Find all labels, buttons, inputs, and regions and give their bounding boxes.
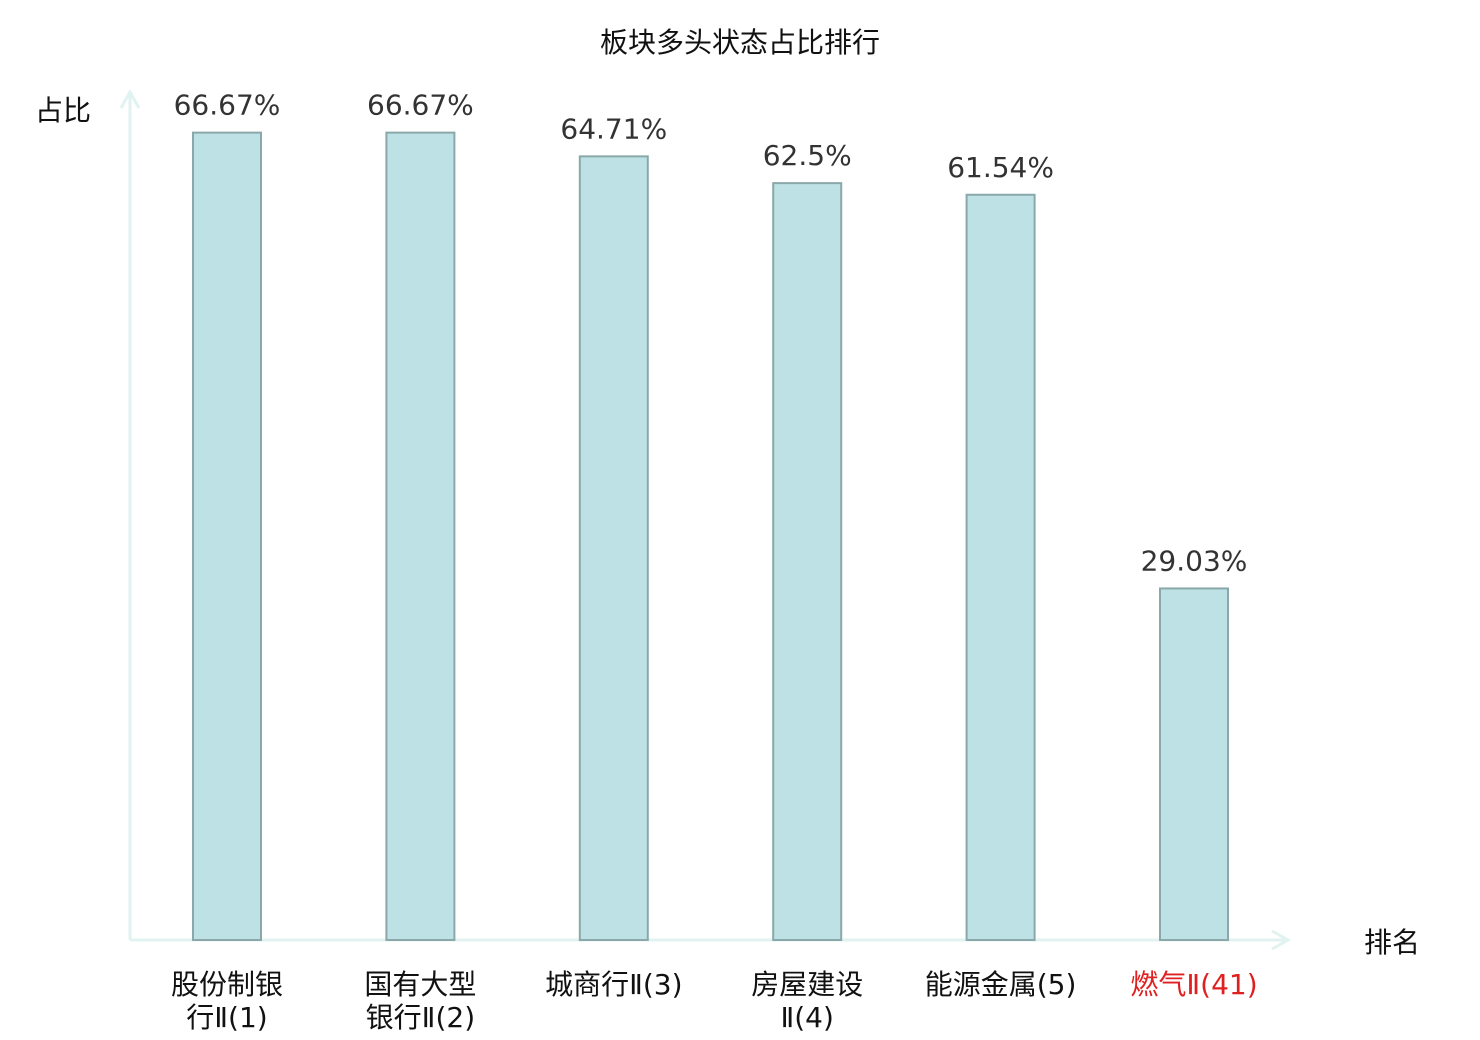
x-tick-label: 国有大型 — [364, 968, 476, 1001]
x-tick-label: 房屋建设 — [751, 968, 863, 1001]
x-axis-arrow — [1271, 929, 1292, 951]
chart-title: 板块多头状态占比排行 — [600, 26, 880, 59]
bar — [385, 131, 456, 942]
bars — [192, 131, 1229, 942]
value-label: 62.5% — [763, 139, 852, 172]
y-axis-label: 占比 — [35, 94, 91, 127]
value-label: 29.03% — [1141, 544, 1248, 577]
x-tick-label: 城商行Ⅱ(3) — [545, 968, 682, 1001]
x-tick-label: 能源金属(5) — [925, 968, 1077, 1001]
value-label: 66.67% — [174, 89, 281, 122]
axes — [119, 88, 1292, 951]
bar — [772, 182, 843, 941]
value-label: 61.54% — [947, 151, 1054, 184]
value-labels: 66.67% 66.67% 64.71% 62.5% 61.54% 29.03% — [174, 89, 1248, 578]
value-label: 66.67% — [367, 89, 474, 122]
x-tick-label: Ⅱ(4) — [780, 1001, 833, 1034]
bar — [965, 193, 1036, 941]
x-tick-label: 燃气Ⅱ(41) — [1130, 968, 1257, 1001]
x-tick-label: 银行Ⅱ(2) — [366, 1001, 475, 1034]
value-label: 64.71% — [560, 112, 667, 145]
bar — [192, 131, 262, 942]
x-tick-label: 行Ⅱ(1) — [186, 1001, 267, 1034]
bar — [1159, 587, 1229, 942]
x-tick-label: 股份制银 — [171, 968, 283, 1001]
y-axis-arrow — [119, 88, 141, 109]
bar — [578, 155, 649, 942]
x-axis-label: 排名 — [1364, 926, 1420, 959]
